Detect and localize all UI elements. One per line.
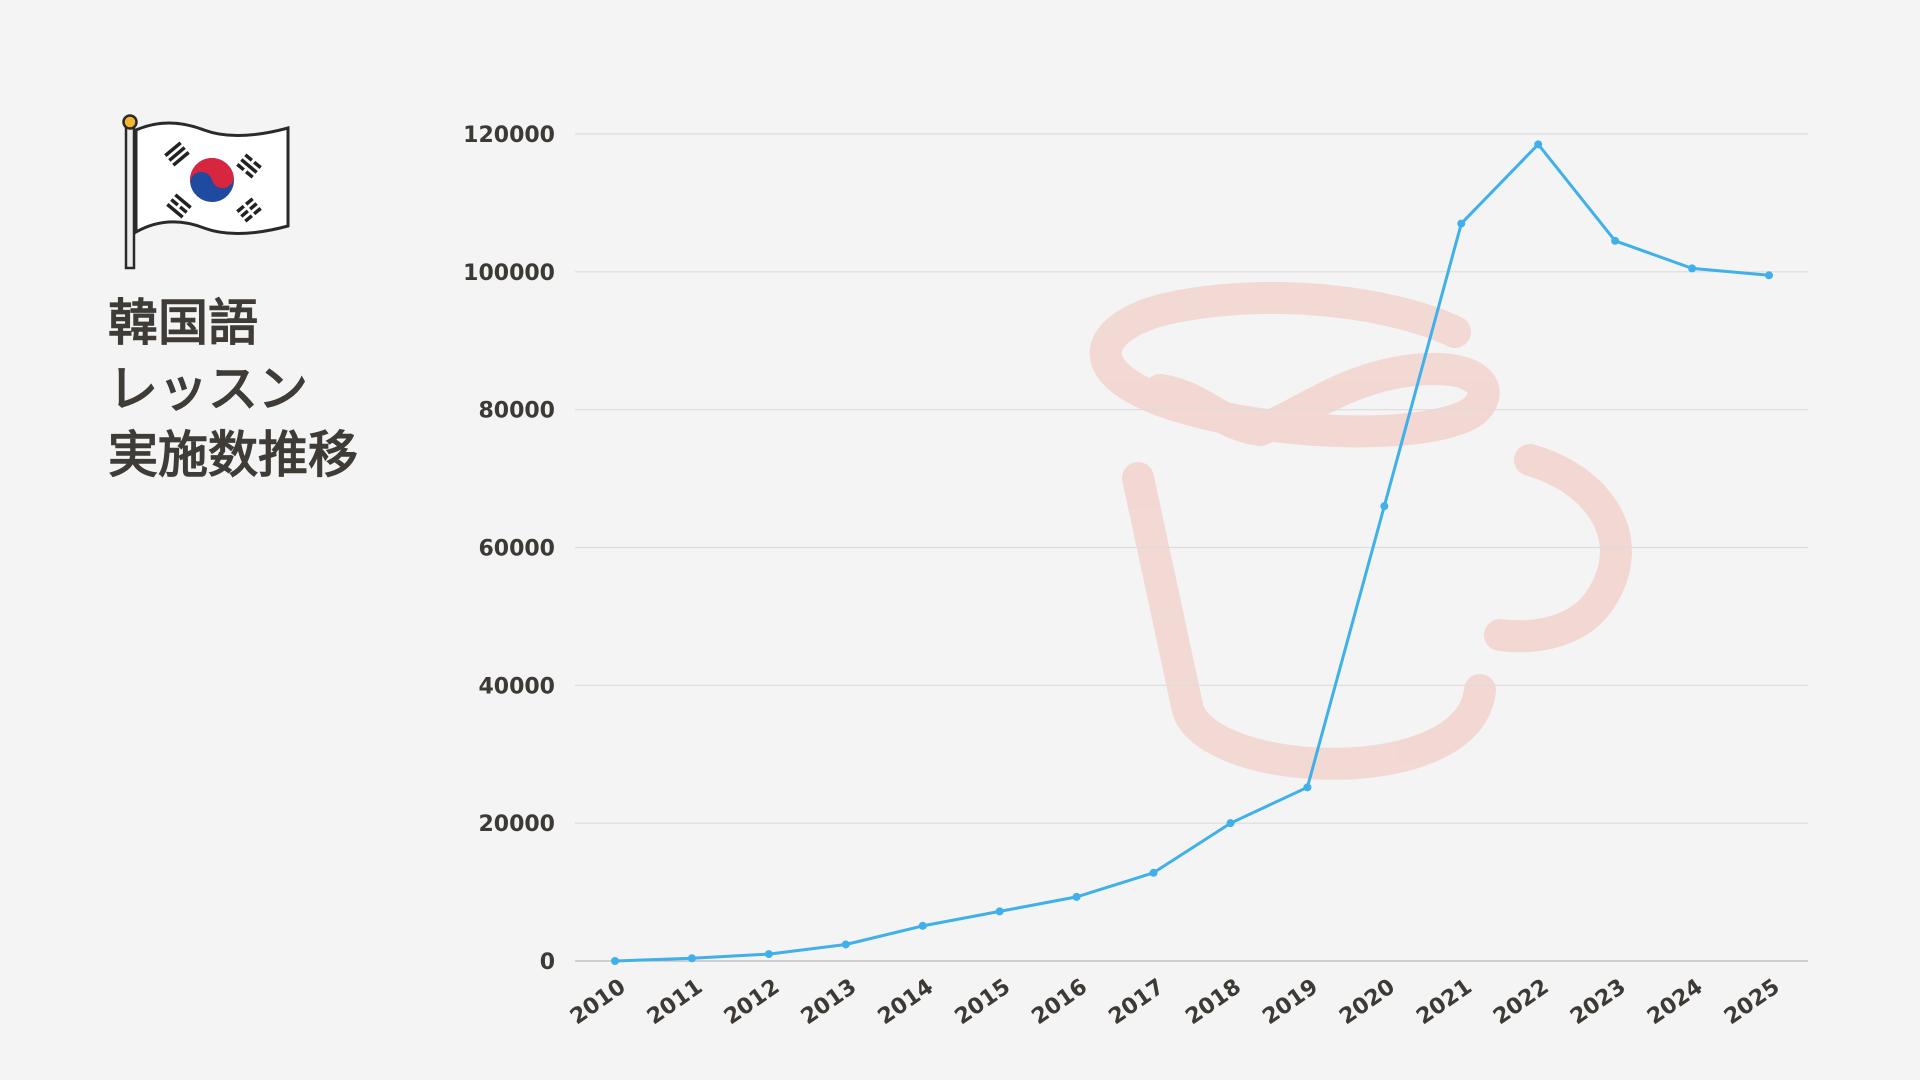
y-axis: 0 20000 40000 60000 80000 100000 120000: [463, 123, 555, 975]
x-tick-label: 2016: [1028, 974, 1092, 1030]
data-point: [918, 921, 927, 930]
x-tick-label: 2010: [566, 974, 630, 1030]
y-tick-label: 0: [540, 950, 555, 975]
data-point: [1765, 271, 1773, 280]
x-tick-label: 2015: [951, 974, 1015, 1030]
x-tick-label: 2022: [1489, 974, 1553, 1030]
x-tick-label: 2018: [1181, 974, 1245, 1030]
data-point: [1534, 140, 1543, 149]
chart-series: [611, 140, 1773, 965]
x-tick-label: 2013: [797, 974, 861, 1030]
y-tick-label: 20000: [478, 812, 555, 837]
x-tick-label: 2023: [1566, 974, 1630, 1030]
x-axis: 2010 2011 2012 2013 2014 2015 2016 2017 2018 2019…: [566, 974, 1784, 1030]
series-line: [614, 142, 1770, 963]
x-tick-label: 2012: [720, 974, 784, 1030]
y-tick-label: 40000: [478, 674, 555, 699]
data-point: [1226, 819, 1235, 828]
data-point: [1303, 783, 1312, 792]
data-point: [995, 907, 1004, 916]
x-tick-label: 2025: [1720, 974, 1784, 1030]
page-title: 韓国語 レッスン 実施数推移: [108, 290, 358, 488]
y-tick-label: 80000: [478, 399, 555, 424]
data-point: [1072, 892, 1081, 901]
y-tick-label: 60000: [478, 537, 555, 562]
south-korea-flag-icon: [122, 114, 290, 270]
data-point: [687, 954, 696, 963]
data-point: [1149, 868, 1158, 877]
data-point: [611, 957, 619, 965]
data-point: [1611, 236, 1620, 245]
page-title-line-3: 実施数推移: [108, 426, 358, 484]
x-tick-label: 2020: [1335, 974, 1399, 1030]
page-title-line-1: 韓国語: [108, 294, 258, 352]
y-tick-label: 100000: [463, 261, 555, 286]
x-tick-label: 2019: [1258, 974, 1322, 1030]
x-tick-label: 2014: [874, 974, 938, 1030]
data-point: [1457, 219, 1466, 228]
y-tick-label: 120000: [463, 123, 555, 148]
x-tick-label: 2021: [1412, 974, 1476, 1030]
x-tick-label: 2011: [643, 974, 707, 1030]
chart-grid: [575, 133, 1808, 962]
data-point: [1688, 264, 1697, 273]
data-point: [841, 940, 850, 949]
coffee-cup-icon: [1089, 282, 1632, 780]
data-point: [1380, 502, 1389, 511]
x-tick-label: 2017: [1104, 974, 1168, 1030]
data-point: [764, 950, 773, 959]
page-title-line-2: レッスン: [108, 360, 308, 418]
x-tick-label: 2024: [1643, 974, 1707, 1030]
